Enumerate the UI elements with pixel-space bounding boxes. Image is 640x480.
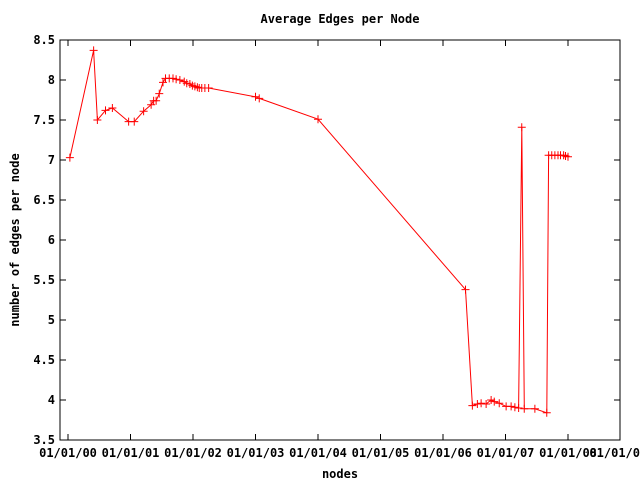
data-point [139,107,148,116]
data-point [101,106,110,115]
x-tick-label: 01/01/08 [539,446,597,460]
data-point [255,94,264,103]
x-tick-label: 01/01/0 [589,446,640,460]
y-tick-label: 3.5 [33,433,55,447]
data-point [152,96,161,105]
x-tick-label: 01/01/05 [352,446,410,460]
data-point [468,401,477,410]
y-tick-label: 8.5 [33,33,55,47]
data-point [314,115,322,124]
series-line [69,50,569,414]
data-point [89,46,98,55]
data-point [520,404,529,413]
x-tick-label: 01/01/06 [414,446,472,460]
data-point [510,403,519,412]
y-axis: 3.5 4 4.5 5 5.5 6 6.5 7 7.5 8 8.5 [33,33,620,447]
x-tick-label: 01/01/03 [227,446,285,460]
data-point [172,75,181,84]
x-tick-label: 01/01/04 [289,446,347,460]
y-tick-label: 5 [48,313,55,327]
data-point [473,400,482,408]
y-tick-label: 6.5 [33,193,55,207]
data-point [155,89,164,98]
data-point [495,399,504,408]
x-axis: 01/01/00 01/01/01 01/01/02 01/01/03 01/01/04… [39,40,640,460]
data-point [490,397,499,406]
data-points [65,46,572,417]
x-axis-title: nodes [322,467,358,480]
data-point [461,285,470,294]
y-tick-label: 5.5 [33,273,55,287]
data-point [93,116,102,124]
y-tick-label: 8 [48,73,55,87]
x-tick-label: 01/01/02 [164,446,222,460]
y-tick-label: 7 [48,153,55,167]
data-point [507,402,516,411]
data-point [204,84,213,92]
y-tick-label: 4 [48,393,55,407]
data-point [65,153,74,162]
data-point [108,104,117,112]
chart-title: Average Edges per Node [261,12,420,26]
data-point [482,400,491,408]
data-point [251,92,260,101]
data-point [559,151,568,160]
y-axis-title: number of edges per node [8,153,22,326]
plot-area-frame [59,39,621,441]
data-point [477,399,486,408]
data-point [130,117,139,126]
data-point [564,152,572,161]
data-point [193,83,202,92]
x-tick-label: 01/01/07 [477,446,535,460]
data-point [514,404,523,412]
data-point [542,408,551,417]
data-point [530,404,539,413]
y-tick-label: 7.5 [33,113,55,127]
y-tick-label: 6 [48,233,55,247]
data-point [517,123,526,132]
data-point [175,76,184,84]
x-tick-label: 01/01/00 [39,446,97,460]
y-tick-label: 4.5 [33,353,55,367]
x-tick-label: 01/01/01 [102,446,160,460]
